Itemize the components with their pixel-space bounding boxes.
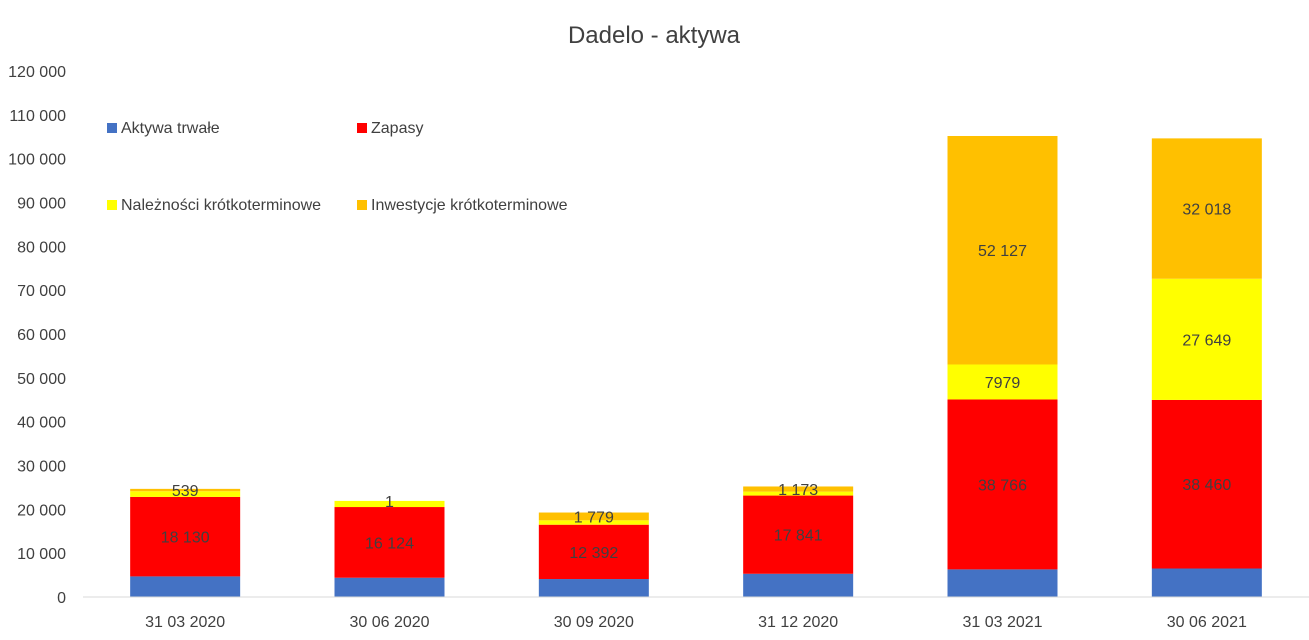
y-tick-label: 110 000 bbox=[9, 108, 66, 125]
legend-swatch bbox=[107, 200, 117, 210]
data-label: 7979 bbox=[985, 375, 1021, 392]
y-tick-label: 10 000 bbox=[17, 546, 66, 563]
x-tick-label: 30 06 2021 bbox=[1167, 614, 1247, 631]
legend-swatch bbox=[107, 123, 117, 133]
x-tick-label: 30 09 2020 bbox=[554, 614, 634, 631]
y-tick-label: 0 bbox=[57, 590, 66, 607]
y-tick-label: 50 000 bbox=[17, 371, 66, 388]
bar-segment bbox=[743, 574, 853, 597]
bar-segment bbox=[539, 579, 649, 597]
y-tick-label: 100 000 bbox=[8, 152, 66, 169]
legend-label: Aktywa trwałe bbox=[121, 120, 220, 137]
y-tick-label: 30 000 bbox=[17, 459, 66, 476]
legend-label: Należności krótkoterminowe bbox=[121, 197, 321, 214]
data-label: 38 460 bbox=[1182, 477, 1231, 494]
chart-title: Dadelo - aktywa bbox=[568, 22, 741, 49]
y-tick-label: 70 000 bbox=[17, 283, 66, 300]
data-label: 539 bbox=[172, 483, 199, 500]
bar-segment bbox=[130, 576, 240, 597]
legend-label: Zapasy bbox=[371, 120, 423, 137]
data-label: 18 130 bbox=[161, 530, 210, 547]
data-label: 27 649 bbox=[1182, 332, 1231, 349]
y-tick-label: 20 000 bbox=[17, 502, 66, 519]
data-labels: 18 130 539 16 124 1 12 392 1 779 17 841 1 173 38… bbox=[161, 202, 1232, 562]
y-tick-label: 80 000 bbox=[17, 239, 66, 256]
bar-segment bbox=[335, 578, 445, 597]
data-label: 32 018 bbox=[1182, 202, 1231, 219]
bar-segment bbox=[948, 569, 1058, 597]
x-tick-label: 31 03 2021 bbox=[962, 614, 1042, 631]
bar-segment bbox=[1152, 569, 1262, 597]
data-label: 17 841 bbox=[774, 528, 823, 545]
y-axis-labels: 0 10 000 20 000 30 000 40 000 50 000 60 000 70 … bbox=[8, 64, 66, 607]
legend-swatch bbox=[357, 200, 367, 210]
y-tick-label: 90 000 bbox=[17, 196, 66, 213]
y-tick-label: 60 000 bbox=[17, 327, 66, 344]
x-tick-label: 31 03 2020 bbox=[145, 614, 225, 631]
data-label: 1 bbox=[385, 494, 394, 511]
x-tick-label: 31 12 2020 bbox=[758, 614, 838, 631]
data-label: 52 127 bbox=[978, 243, 1027, 260]
x-tick-label: 30 06 2020 bbox=[349, 614, 429, 631]
data-label: 16 124 bbox=[365, 535, 414, 552]
data-label: 1 779 bbox=[574, 509, 614, 526]
legend-swatch bbox=[357, 123, 367, 133]
data-label: 12 392 bbox=[569, 545, 618, 562]
x-axis-labels: 31 03 2020 30 06 2020 30 09 2020 31 12 2020… bbox=[145, 614, 1247, 631]
y-tick-label: 40 000 bbox=[17, 415, 66, 432]
legend-label: Inwestycje krótkoterminowe bbox=[371, 197, 568, 214]
data-label: 1 173 bbox=[778, 482, 818, 499]
legend: Aktywa trwałe Zapasy Należności krótkoterm… bbox=[107, 120, 568, 214]
data-label: 38 766 bbox=[978, 477, 1027, 494]
y-tick-label: 120 000 bbox=[8, 64, 66, 81]
